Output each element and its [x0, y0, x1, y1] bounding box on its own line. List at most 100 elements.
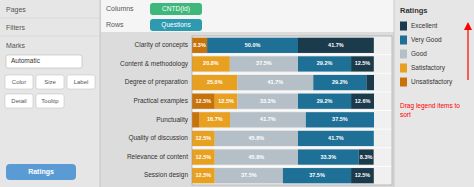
shelf-label: Columns	[106, 5, 134, 12]
data-label: 33.3%	[260, 98, 276, 104]
bar-segment	[359, 149, 374, 164]
rows-pill[interactable]	[150, 19, 202, 31]
annotation-line: sort	[400, 111, 411, 118]
category-label: Quality of discussion	[128, 134, 188, 142]
bar-segment	[366, 75, 374, 90]
data-label: 29.2%	[317, 98, 333, 104]
row-separator	[192, 129, 392, 130]
bar-segment	[192, 168, 215, 183]
bar-segment	[215, 168, 283, 183]
category-label: Clarity of concepts	[135, 41, 189, 49]
bar-segment	[192, 94, 215, 109]
separator	[0, 36, 100, 37]
mark-button[interactable]	[67, 75, 95, 89]
legend-swatch[interactable]	[400, 64, 407, 73]
mark-button[interactable]	[36, 75, 64, 89]
plot-frame	[192, 36, 392, 185]
left-panel: PagesFiltersMarksAutomaticColorSizeLabel…	[0, 0, 100, 187]
bar-segment	[237, 94, 298, 109]
mark-button-label: Tooltip	[41, 98, 59, 104]
legend-bg	[394, 0, 474, 187]
legend-swatch[interactable]	[400, 36, 407, 45]
bar-segment	[207, 38, 298, 53]
data-label: 12.5%	[355, 60, 371, 66]
data-label: 45.8%	[249, 154, 265, 160]
bar-segment	[373, 131, 374, 146]
legend-entry: Satisfactory	[411, 64, 446, 72]
legend-entry: Very Good	[411, 36, 442, 44]
pill-label: Ratings	[28, 168, 54, 176]
bar-segment	[298, 149, 359, 164]
bar-segment	[374, 112, 375, 127]
row-separator	[192, 110, 392, 111]
columns-pill[interactable]	[150, 3, 202, 15]
category-label: Relevance of content	[127, 153, 188, 160]
bar-segment	[298, 94, 351, 109]
bar-segment	[192, 75, 237, 90]
data-label: 50.0%	[245, 42, 261, 48]
pill-label: Questions	[161, 21, 191, 29]
legend-title: Ratings	[400, 6, 428, 15]
bar-segment	[237, 75, 313, 90]
bar-segment	[192, 131, 215, 146]
bar-segment	[192, 56, 230, 71]
data-label: 8.3%	[360, 154, 373, 160]
data-label: 33.3%	[320, 154, 336, 160]
bar-segment	[192, 38, 207, 53]
data-labels: 8.3% 50.0% 41.7% 20.8% 37.5% 29.2% 12.5% 25.0% 4…	[193, 42, 372, 178]
category-label: Degree of preparation	[125, 78, 189, 86]
data-label: 20.8%	[203, 60, 219, 66]
data-label: 12.5%	[196, 172, 212, 178]
data-label: 41.7%	[260, 116, 276, 122]
data-label: 12.5%	[196, 154, 212, 160]
mark-button[interactable]	[5, 75, 33, 89]
data-label: 12.5%	[196, 135, 212, 141]
toolbar: ColumnsCNTD(Id)RowsQuestions	[101, 0, 394, 32]
data-label: 45.8%	[249, 135, 265, 141]
bar-segment	[192, 112, 200, 127]
legend-entry: Unsatisfactory	[411, 78, 453, 86]
bar-segment	[215, 131, 298, 146]
category-label: Punctuality	[156, 116, 189, 124]
data-label: 37.5%	[332, 116, 348, 122]
legend-swatch[interactable]	[400, 50, 407, 59]
bar-segment	[298, 38, 374, 53]
panel-bg	[0, 0, 100, 187]
data-label: 29.2%	[317, 60, 333, 66]
bar-segment	[283, 168, 351, 183]
bar-segment	[230, 56, 298, 71]
data-label: 41.7%	[328, 42, 344, 48]
data-label: 12.5%	[218, 98, 234, 104]
data-label: 29.2%	[332, 79, 348, 85]
category-label: Session design	[144, 171, 188, 179]
legend-swatch[interactable]	[400, 78, 407, 87]
mark-button[interactable]	[36, 94, 64, 108]
marks-dropdown[interactable]	[6, 55, 82, 68]
data-label: 12.5%	[355, 172, 371, 178]
data-label: 41.7%	[328, 135, 344, 141]
row-separator	[192, 91, 392, 92]
annotation-line: Drag legend items to	[400, 102, 460, 110]
data-label: 8.3%	[193, 42, 206, 48]
plot-area	[192, 36, 392, 185]
data-label: 25.0%	[207, 79, 223, 85]
data-label: 12.5%	[196, 98, 212, 104]
bar-segment	[192, 149, 215, 164]
mark-button-label: Detail	[11, 98, 26, 104]
separator	[0, 18, 100, 19]
mark-button[interactable]	[5, 94, 33, 108]
category-label: Practical examples	[133, 97, 188, 105]
divider	[100, 0, 101, 187]
ratings-pill[interactable]	[6, 164, 76, 180]
chart-root: PagesFiltersMarksAutomaticColorSizeLabel…	[0, 0, 474, 187]
shelf-label: Rows	[106, 21, 124, 28]
row-separator	[192, 166, 392, 167]
bar-segment	[200, 112, 230, 127]
toolbar-bg	[101, 0, 394, 32]
bar-segment	[351, 168, 374, 183]
arrow	[467, 26, 468, 80]
bar-segment	[313, 75, 366, 90]
data-label: 16.7%	[207, 116, 223, 122]
legend-swatch[interactable]	[400, 22, 407, 31]
bar-segment	[215, 149, 298, 164]
